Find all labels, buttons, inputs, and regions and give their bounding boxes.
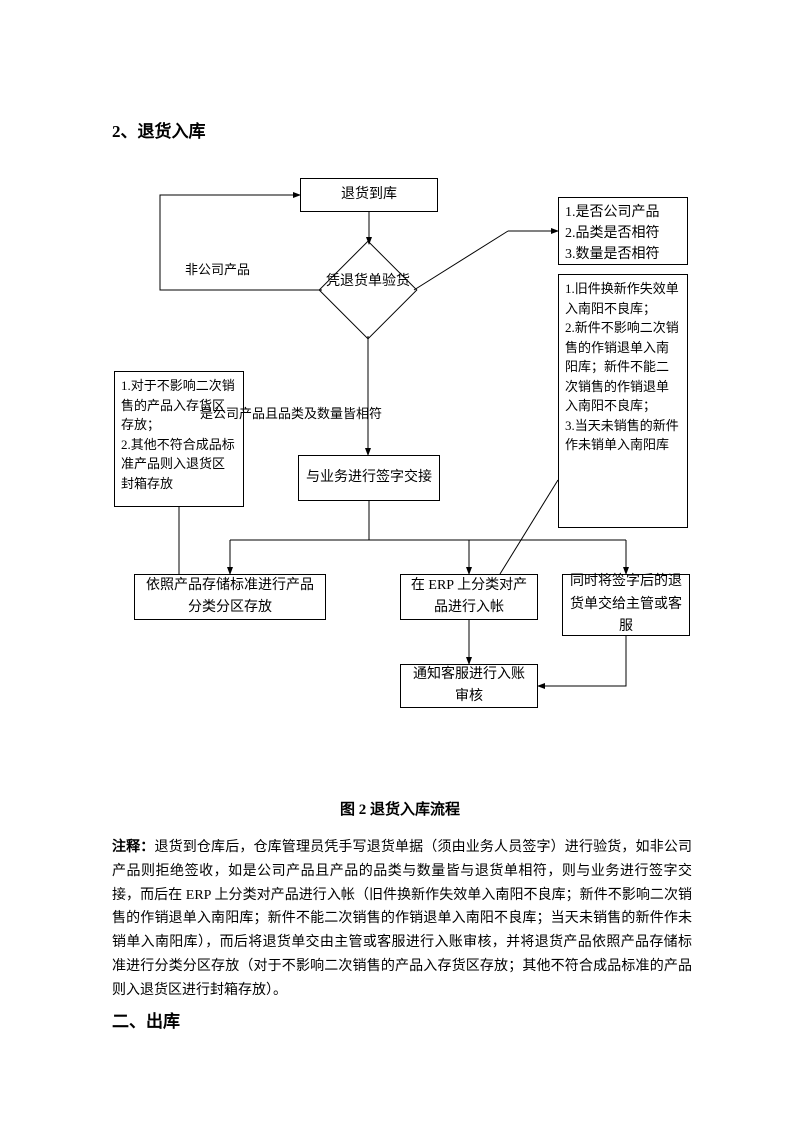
figure-caption: 图 2 退货入库流程: [0, 798, 800, 822]
node-store-by-standard: 依照产品存储标准进行产品分类分区存放: [134, 574, 326, 620]
sidebox-check-items: 1.是否公司产品 2.品类是否相符 3.数量是否相符: [558, 197, 688, 265]
note-label: 注释：: [112, 840, 154, 855]
sidebox-erp-rules: 1.旧件换新作失效单入南阳不良库； 2.新件不影响二次销售的作销退单入南阳库；新…: [558, 274, 688, 528]
sidebox-storage-rules: 1.对于不影响二次销售的产品入存货区存放； 2.其他不符合成品标准产品则入退货区…: [114, 371, 244, 507]
node-sign-handover: 与业务进行签字交接: [298, 455, 440, 501]
node-erp-entry: 在 ERP 上分类对产品进行入帐: [400, 574, 538, 620]
node-notify-audit: 通知客服进行入账审核: [400, 664, 538, 708]
page: 2、退货入库 退货到库 凭退货单验货 与业务进行签字交接 依照产品存储标准进行产…: [0, 0, 800, 1132]
node-verify-diamond-shape: [319, 241, 418, 340]
node-give-supervisor: 同时将签字后的退货单交给主管或客服: [562, 574, 690, 636]
node-return-arrive: 退货到库: [300, 178, 438, 212]
section2-title: 二、出库: [112, 1008, 180, 1035]
note-text: 注释：退货到仓库后，仓库管理员凭手写退货单据（须由业务人员签字）进行验货，如非公…: [112, 836, 692, 1003]
section-title: 2、退货入库: [112, 118, 206, 145]
note-body: 退货到仓库后，仓库管理员凭手写退货单据（须由业务人员签字）进行验货，如非公司产品…: [112, 840, 692, 998]
edge-label-not-company: 非公司产品: [185, 260, 250, 281]
edge-label-match: 是公司产品且品类及数量皆相符: [200, 404, 382, 425]
